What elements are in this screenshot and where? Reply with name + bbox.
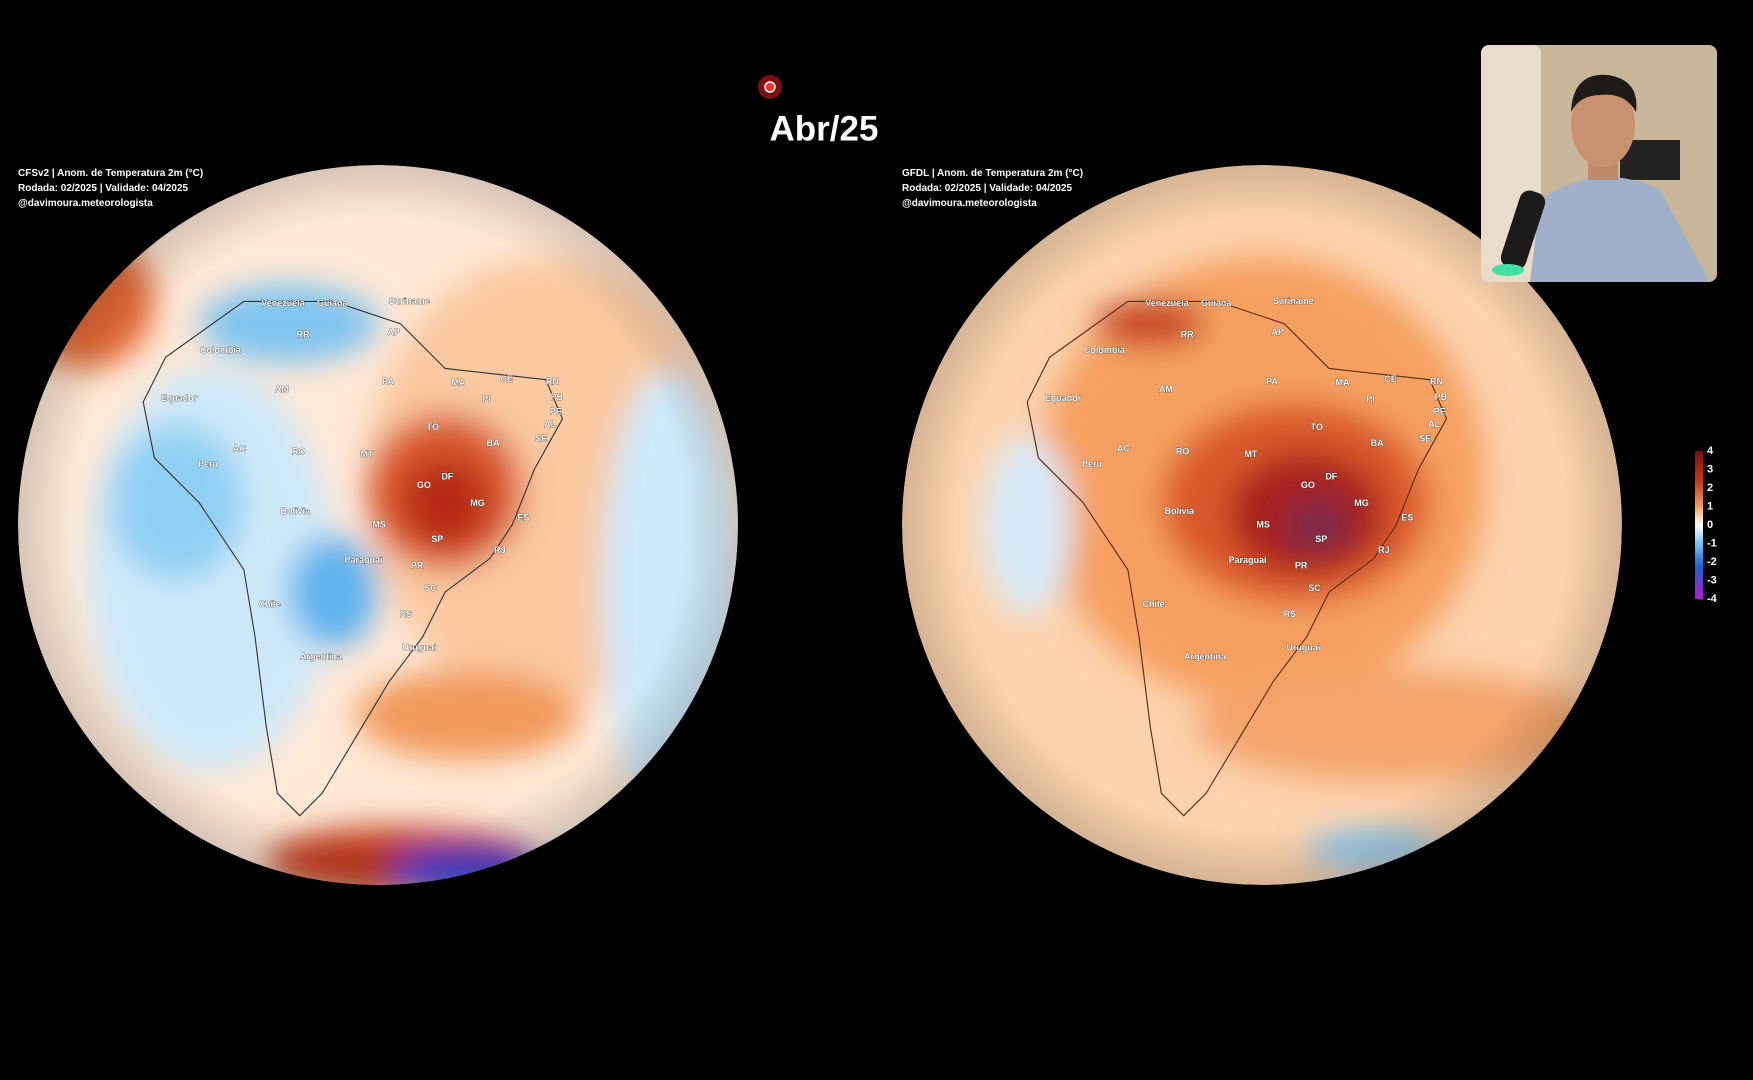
region-label: SE xyxy=(535,433,547,443)
region-label: Bolivia xyxy=(1165,506,1196,516)
map-header: GFDL | Anom. de Temperatura 2m (°C) xyxy=(902,168,1083,179)
region-label: BA xyxy=(1371,438,1384,448)
region-label: MT xyxy=(1244,449,1257,459)
region-label: MG xyxy=(470,498,485,508)
region-label: Venezuela xyxy=(1145,298,1190,308)
map-header: CFSv2 | Anom. de Temperatura 2m (°C) xyxy=(18,168,203,179)
region-label: MG xyxy=(1354,498,1369,508)
region-label: SC xyxy=(1308,583,1321,593)
region-label: MT xyxy=(360,449,373,459)
region-label: AL xyxy=(1428,419,1440,429)
region-label: Argentina xyxy=(1184,651,1227,661)
region-label: Chile xyxy=(1143,599,1165,609)
region-label: AM xyxy=(1159,384,1173,394)
region-label: RR xyxy=(1181,329,1194,339)
map-header: Rodada: 02/2025 | Validade: 04/2025 xyxy=(18,183,189,194)
region-label: Colombia xyxy=(1084,345,1126,355)
region-label: AC xyxy=(233,443,246,453)
region-label: Equador xyxy=(1045,393,1082,403)
region-label: GO xyxy=(1301,480,1315,490)
globe-right xyxy=(902,165,1622,885)
region-label: TO xyxy=(1311,422,1323,432)
region-label: SC xyxy=(424,583,437,593)
region-label: MS xyxy=(372,519,386,529)
colorbar-tick-label: 0 xyxy=(1707,519,1713,531)
region-label: Peru xyxy=(198,459,218,469)
region-label: PI xyxy=(1366,394,1375,404)
region-label: RN xyxy=(546,376,559,386)
region-label: RO xyxy=(1176,447,1190,457)
region-label: Paraguai xyxy=(1228,555,1266,565)
region-label: PR xyxy=(411,561,424,571)
continent-outline xyxy=(1026,300,1448,817)
region-label: Argentina xyxy=(300,651,343,661)
region-label: RS xyxy=(400,609,413,619)
region-label: Venezuela xyxy=(261,298,306,308)
region-label: PI xyxy=(482,394,491,404)
region-label: SP xyxy=(1315,534,1327,544)
region-label: PR xyxy=(1295,561,1308,571)
region-label: PA xyxy=(382,376,394,386)
region-label: RN xyxy=(1430,376,1443,386)
region-label: SE xyxy=(1419,433,1431,443)
region-label: Paraguai xyxy=(344,555,382,565)
region-label: ES xyxy=(1401,513,1413,523)
region-label: RO xyxy=(292,447,306,457)
region-label: PE xyxy=(1434,406,1446,416)
region-label: CE xyxy=(1384,374,1397,384)
region-label: SP xyxy=(431,534,443,544)
region-label: Guiana xyxy=(1201,298,1233,308)
region-label: Suriname xyxy=(1273,296,1314,306)
region-label: AP xyxy=(387,327,400,337)
region-label: Suriname xyxy=(389,296,430,306)
map-header: @davimoura.meteorologista xyxy=(18,198,153,209)
region-label: AL xyxy=(544,419,556,429)
region-label: RS xyxy=(1284,609,1297,619)
region-label: Equador xyxy=(161,393,198,403)
region-label: TO xyxy=(427,422,439,432)
region-label: AP xyxy=(1271,327,1284,337)
region-label: Uruguai xyxy=(1286,642,1320,652)
region-label: PB xyxy=(1435,392,1448,402)
colorbar-tick-label: 1 xyxy=(1707,500,1713,512)
colorbar-tick-label: 3 xyxy=(1707,463,1713,475)
webcam xyxy=(1481,45,1717,282)
record-dot-center xyxy=(764,81,776,93)
colorbar-tick-label: -2 xyxy=(1707,556,1717,568)
region-label: Peru xyxy=(1082,459,1102,469)
region-label: Colombia xyxy=(200,345,242,355)
region-label: Bolivia xyxy=(281,506,312,516)
region-label: GO xyxy=(417,480,431,490)
region-label: RR xyxy=(297,329,310,339)
region-label: DF xyxy=(441,471,453,481)
colorbar-tick-label: 2 xyxy=(1707,482,1713,494)
region-label: RJ xyxy=(1378,545,1390,555)
map-header: @davimoura.meteorologista xyxy=(902,198,1037,209)
region-label: MA xyxy=(1335,377,1349,387)
region-label: PA xyxy=(1266,376,1278,386)
colorbar-tick-label: 4 xyxy=(1707,445,1714,457)
map-header: Rodada: 02/2025 | Validade: 04/2025 xyxy=(902,183,1073,194)
title: Abr/25 xyxy=(770,109,879,148)
region-label: CE xyxy=(500,374,513,384)
region-label: Uruguai xyxy=(402,642,436,652)
colorbar-tick-label: -3 xyxy=(1707,574,1717,586)
colorbar xyxy=(1695,451,1703,599)
colorbar-tick-label: -1 xyxy=(1707,537,1717,549)
region-label: AC xyxy=(1117,443,1130,453)
region-label: PE xyxy=(550,406,562,416)
region-label: BA xyxy=(487,438,500,448)
continent-outline xyxy=(142,300,564,817)
region-label: AM xyxy=(275,384,289,394)
region-label: MA xyxy=(451,377,465,387)
region-label: Guiana xyxy=(317,298,349,308)
region-label: DF xyxy=(1325,471,1337,481)
region-label: Chile xyxy=(259,599,281,609)
region-label: RJ xyxy=(494,545,506,555)
region-label: PB xyxy=(551,392,564,402)
region-label: ES xyxy=(517,513,529,523)
colorbar-tick-label: -4 xyxy=(1707,593,1718,605)
region-label: MS xyxy=(1256,519,1270,529)
